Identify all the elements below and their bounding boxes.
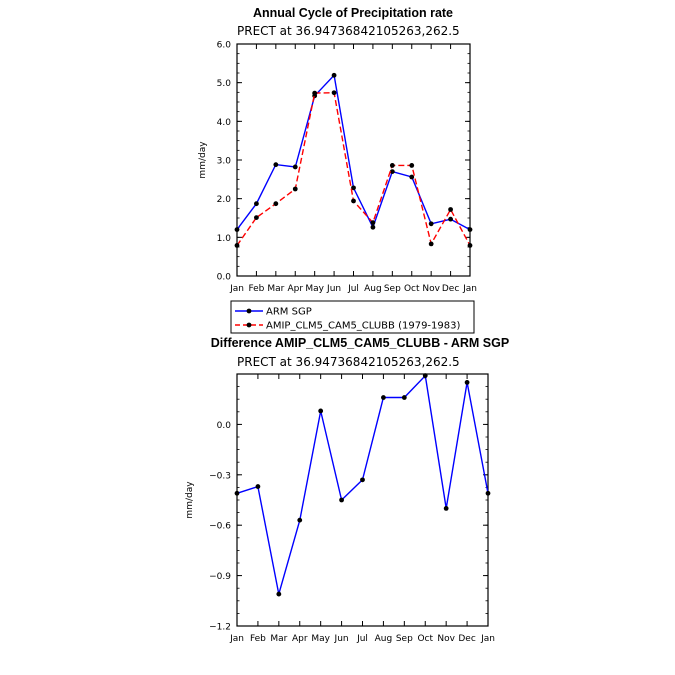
panel2-plot-frame — [236, 373, 489, 627]
panel2-series-1-point — [360, 477, 365, 483]
panel1-legend-box — [230, 300, 475, 334]
panel1-x-tick-label: Oct — [404, 284, 420, 294]
panel1-y-tick-label: 4.0 — [217, 118, 232, 128]
panel2-x-tick-label: May — [311, 634, 330, 644]
panel1-x-tick-label: Jan — [462, 284, 477, 294]
panel2-series-1-point — [422, 373, 428, 379]
panel1-series-1-point — [428, 221, 434, 227]
panel1-x-tick-label: Sep — [384, 284, 401, 294]
panel1-series-2-point — [234, 243, 240, 248]
panel2-title: Difference AMIP_CLM5_CAM5_CLUBB - ARM SG… — [211, 336, 509, 350]
panel1-y-axis-label: mm/day — [198, 141, 208, 179]
panel1-x-tick-label: Feb — [248, 284, 264, 294]
panel1-y-tick-label: 3.0 — [217, 157, 232, 167]
panel1-series-1-point — [467, 227, 473, 233]
panel2-y-tick-label: 0.0 — [217, 421, 232, 431]
panel1-series-2-point — [448, 207, 453, 212]
panel2-x-tick-label: Jun — [334, 634, 349, 644]
panel1-plot-frame — [236, 43, 471, 277]
panel1-y-tick-label: 6.0 — [217, 41, 232, 51]
panel1-series-2-point — [312, 90, 318, 96]
legend-marker-1 — [246, 308, 252, 314]
panel2-x-tick-label: Nov — [437, 634, 455, 644]
panel1-series-2-point — [428, 241, 434, 247]
panel1-series-2-point — [389, 163, 395, 168]
panel1-series-2-point — [351, 198, 356, 204]
panel2-y-tick-label: −0.9 — [209, 572, 231, 582]
panel1-y-tick-label: 1.0 — [217, 234, 232, 244]
legend-label-1: ARM SGP — [266, 307, 312, 318]
panel1-series-2-point — [467, 243, 473, 248]
panel1-x-tick-label: Jun — [326, 284, 341, 294]
panel2-x-tick-label: Aug — [375, 634, 393, 644]
panel1-series-line-1 — [236, 73, 471, 231]
panel1-series-1-point — [331, 72, 337, 78]
legend-marker-2 — [246, 322, 252, 328]
panel2-x-tick-label: Jan — [480, 634, 495, 644]
panel1-x-tick-label: Mar — [267, 284, 284, 294]
panel2-series-1-point — [276, 591, 282, 597]
panel2-x-tick-label: Jan — [229, 634, 244, 644]
panel2-series-1-point — [318, 408, 324, 414]
panel1-series-1-point — [448, 216, 453, 222]
panel2-x-tick-label: Mar — [270, 634, 287, 644]
panel1-series-2-point — [370, 220, 376, 226]
panel2-series-1-point — [401, 395, 407, 400]
legend-label-2: AMIP_CLM5_CAM5_CLUBB (1979-1983) — [266, 321, 460, 332]
panel1-y-tick-label: 2.0 — [217, 195, 232, 205]
panel1-title: Annual Cycle of Precipitation rate — [253, 6, 453, 20]
panel1-x-tick-label: Nov — [422, 284, 440, 294]
panel1-y-tick-label: 0.0 — [217, 273, 232, 283]
panel1-series-1-point — [351, 185, 356, 191]
panel2-series-1-point — [485, 490, 491, 496]
panel1-series-2-point — [292, 186, 298, 192]
panel2-series-1-point — [234, 490, 240, 496]
panel2-subtitle: PRECT at 36.94736842105263,262.5 — [237, 355, 460, 369]
panel2-x-tick-label: Dec — [458, 634, 475, 644]
panel2-x-tick-label: Jul — [356, 634, 368, 644]
panel2-y-tick-label: −0.3 — [209, 471, 231, 481]
panel1-x-tick-label: May — [305, 284, 324, 294]
panel2-series-1-point — [381, 395, 386, 400]
panel1-y-tick-label: 5.0 — [217, 79, 232, 89]
panel2-y-axis-label: mm/day — [185, 481, 195, 519]
panel1-x-tick-label: Dec — [442, 284, 459, 294]
panel2-x-tick-label: Apr — [292, 634, 308, 644]
panel2-series-1-point — [255, 484, 261, 489]
panel2-x-tick-label: Oct — [417, 634, 433, 644]
panel1-subtitle: PRECT at 36.94736842105263,262.5 — [237, 24, 460, 38]
panel2-series-line-1 — [236, 374, 489, 595]
panel2-x-tick-label: Sep — [396, 634, 413, 644]
panel1-x-tick-label: Jan — [229, 284, 244, 294]
panel1-x-tick-label: Apr — [287, 284, 303, 294]
panel2-x-tick-label: Feb — [250, 634, 266, 644]
panel1-x-tick-label: Aug — [364, 284, 382, 294]
panel1-series-1-point — [273, 162, 279, 168]
panel2-series-1-point — [297, 517, 303, 523]
panel1-series-2-point — [273, 201, 279, 207]
panel1-series-2-point — [254, 215, 259, 221]
panel1-series-1-point — [234, 227, 240, 233]
panel2-series-1-point — [443, 506, 449, 511]
panel1-series-1-point — [370, 224, 376, 230]
panel1-series-1-point — [409, 174, 415, 180]
panel2-series-1-point — [464, 380, 470, 385]
panel2-y-tick-label: −0.6 — [209, 522, 231, 532]
panel1-series-2-point — [331, 90, 337, 96]
panel1-series-1-point — [254, 201, 259, 207]
panel1-series-1-point — [292, 164, 298, 170]
panel1-series-1-point — [389, 169, 395, 175]
panel1-x-tick-label: Jul — [347, 284, 359, 294]
panel2-y-tick-label: −1.2 — [209, 623, 231, 633]
panel1-series-2-point — [409, 163, 415, 168]
panel2-series-1-point — [339, 497, 344, 503]
